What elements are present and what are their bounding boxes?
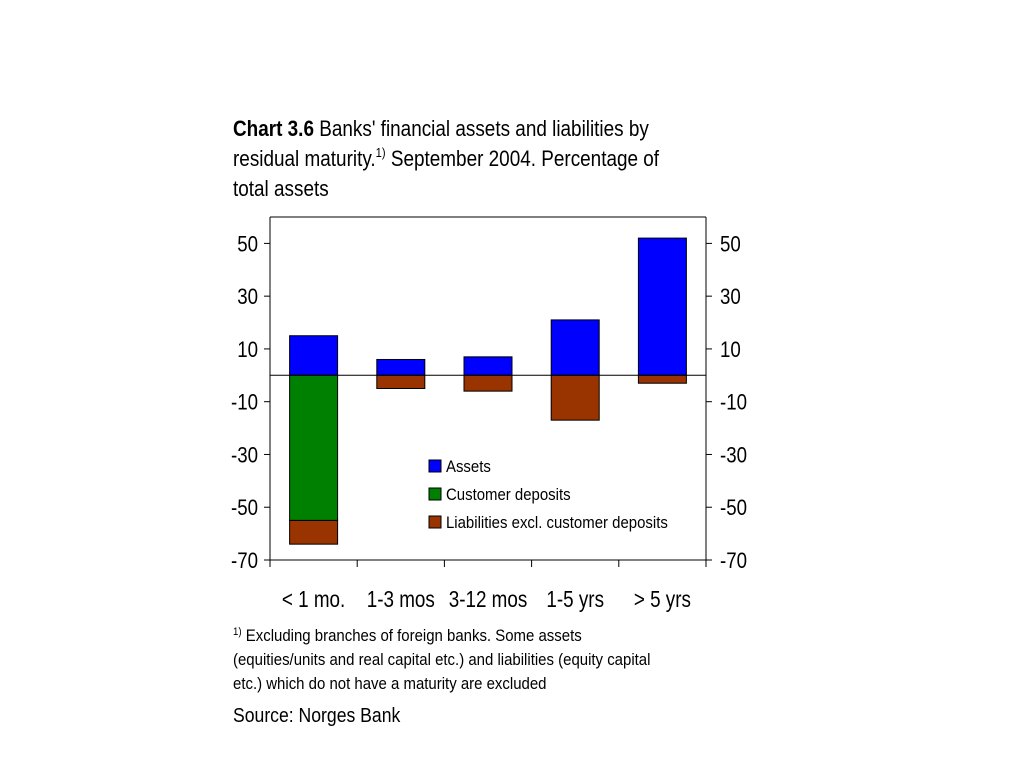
bar-assets (376, 358, 426, 376)
y-tick-label-right: -30 (720, 444, 747, 468)
footnote-ref: 1) (233, 626, 242, 638)
y-tick-label-left: -30 (231, 444, 258, 468)
y-tick-label-left: -10 (231, 391, 258, 415)
bar-customer-deposits (289, 374, 339, 521)
legend-label: Customer deposits (446, 486, 571, 504)
title-line2-pre: residual maturity. (233, 146, 376, 171)
x-tick-label: 1-5 yrs (546, 587, 604, 612)
legend-label: Assets (446, 458, 491, 476)
legend-swatch (428, 487, 442, 501)
plot-frame (269, 216, 707, 561)
bar-liabilities-excl-customer-deposits (463, 374, 513, 392)
chart-number: Chart 3.6 (233, 116, 314, 141)
x-tick-label: > 5 yrs (634, 587, 691, 612)
y-tick-label-left: -50 (231, 497, 258, 521)
legend: Assets Customer deposits Liabilities excl.… (428, 458, 668, 532)
y-tick-label-right: 10 (720, 339, 741, 363)
footnote-line2: (equities/units and real capital etc.) a… (233, 650, 651, 669)
bar-assets (550, 319, 600, 376)
legend-label: Liabilities excl. customer deposits (446, 514, 668, 532)
title-line2-post: September 2004. Percentage of (385, 146, 660, 171)
title-line1: Banks' financial assets and liabilities … (313, 116, 649, 141)
bars (289, 237, 687, 545)
y-tick-label-right: -10 (720, 391, 747, 415)
title-line3: total assets (233, 176, 329, 201)
y-tick-label-left: 10 (237, 339, 258, 363)
y-tick-label-left: 50 (237, 233, 258, 257)
y-axis-left: 50 30 10 -10 -30 -50 -70 (231, 233, 270, 573)
y-axis-right: 50 30 10 -10 -30 -50 -70 (706, 233, 747, 573)
bar-liabilities-excl-customer-deposits (550, 374, 600, 421)
x-tick-label: 1-3 mos (367, 587, 435, 612)
x-tick-label: < 1 mo. (282, 587, 345, 612)
footnote-line1: Excluding branches of foreign banks. Som… (241, 626, 582, 645)
footnote-line3: etc.) which do not have a maturity are e… (233, 674, 547, 693)
bar-liabilities-excl-customer-deposits (289, 519, 339, 545)
x-tick-label: 3-12 mos (449, 587, 528, 612)
source: Source: Norges Bank (233, 705, 401, 727)
bar-assets (289, 335, 339, 376)
legend-swatch (428, 459, 442, 473)
bar-assets (637, 237, 687, 376)
y-tick-label-right: -50 (720, 497, 747, 521)
x-axis: < 1 mo. 1-3 mos 3-12 mos 1-5 yrs > 5 yrs (269, 560, 707, 612)
y-tick-label-right: 30 (720, 286, 741, 310)
title-footnote-ref: 1) (375, 145, 386, 160)
y-tick-label-left: -70 (231, 550, 258, 574)
legend-swatch (428, 515, 442, 529)
y-tick-label-right: 50 (720, 233, 741, 257)
bar-assets (463, 356, 513, 376)
chart-title: Chart 3.6 Banks' financial assets and li… (233, 114, 663, 204)
y-tick-label-left: 30 (237, 286, 258, 310)
bar-liabilities-excl-customer-deposits (376, 374, 426, 389)
y-tick-label-right: -70 (720, 550, 747, 574)
bar-liabilities-excl-customer-deposits (637, 374, 687, 384)
footnote: 1) Excluding branches of foreign banks. … (233, 624, 691, 696)
